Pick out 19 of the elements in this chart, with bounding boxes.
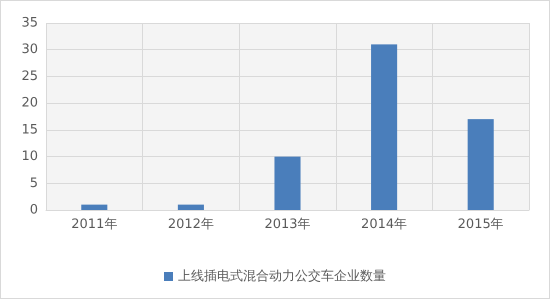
bar (178, 204, 204, 210)
y-tick-label: 10 (21, 149, 38, 164)
legend-label: 上线插电式混合动力公交车企业数量 (178, 268, 386, 284)
x-tick-label: 2011年 (71, 217, 118, 232)
bar (81, 204, 108, 210)
x-tick-label: 2012年 (168, 217, 214, 232)
bar (274, 156, 301, 210)
y-tick-label: 0 (30, 202, 38, 218)
bar (371, 44, 398, 210)
y-tick-label: 15 (21, 122, 38, 138)
x-tick-label: 2014年 (361, 217, 408, 232)
y-tick-label: 5 (30, 176, 38, 191)
y-tick-label: 30 (21, 42, 38, 58)
x-tick-label: 2015年 (458, 217, 504, 232)
y-tick-label: 25 (21, 68, 38, 84)
bar (468, 119, 494, 210)
x-tick-label: 2013年 (264, 217, 311, 232)
y-tick-label: 35 (21, 16, 38, 30)
y-tick-label: 20 (21, 96, 38, 111)
